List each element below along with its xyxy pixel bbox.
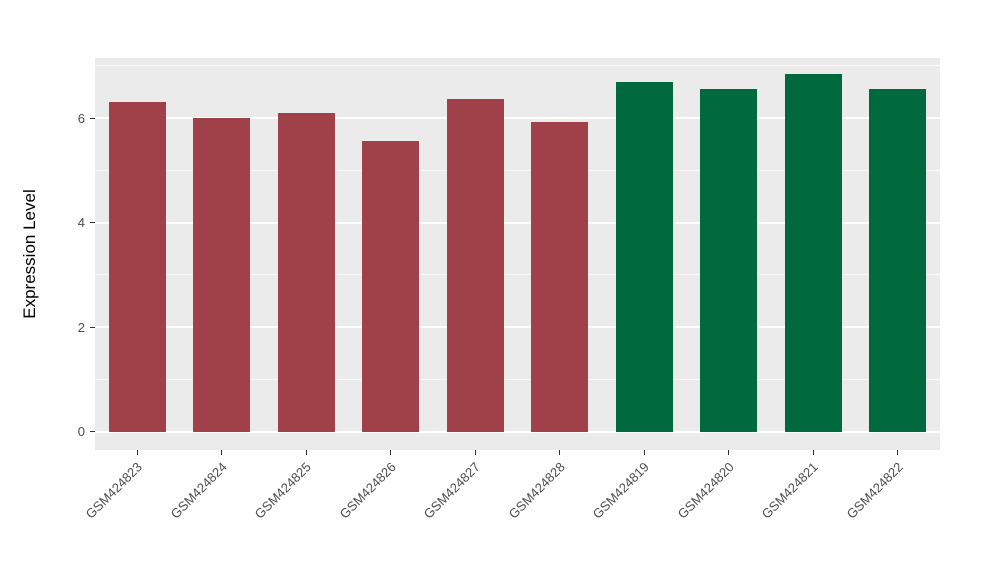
- gridline-major: [95, 430, 940, 433]
- x-tick-label: GSM424819: [589, 459, 653, 522]
- x-tick-mark: [897, 450, 899, 455]
- gridline-minor: [95, 274, 940, 276]
- bar: [531, 122, 589, 432]
- x-tick-label: GSM424826: [336, 459, 399, 522]
- bar: [277, 112, 335, 432]
- gridline-minor: [95, 65, 940, 67]
- x-tick-mark: [643, 450, 645, 455]
- y-tick-label: 4: [77, 215, 85, 231]
- x-tick-label: GSM424825: [251, 459, 315, 522]
- bar: [446, 99, 504, 432]
- gridline-major: [95, 221, 940, 224]
- x-tick-mark: [474, 450, 476, 455]
- x-tick-label: GSM424824: [167, 459, 230, 522]
- gridline-minor: [95, 169, 940, 171]
- bar: [869, 89, 927, 432]
- x-tick-mark: [221, 450, 223, 455]
- x-tick-mark: [812, 450, 814, 455]
- x-tick-mark: [305, 450, 307, 455]
- y-tick-label: 2: [77, 319, 85, 335]
- y-tick-label: 0: [77, 424, 85, 440]
- bar: [108, 102, 166, 432]
- y-tick-mark: [90, 431, 95, 433]
- x-tick-label: GSM424827: [420, 459, 484, 522]
- x-tick-mark: [559, 450, 561, 455]
- x-tick-mark: [136, 450, 138, 455]
- x-tick-label: GSM424823: [82, 459, 146, 522]
- x-tick-label: GSM424821: [758, 459, 822, 522]
- gridline-major: [95, 326, 940, 329]
- y-tick-label: 6: [77, 110, 85, 126]
- bar: [784, 74, 842, 432]
- y-axis-title: Expression Level: [20, 189, 39, 319]
- x-tick-mark: [390, 450, 392, 455]
- y-tick-mark: [90, 117, 95, 119]
- x-tick-label: GSM424820: [674, 459, 737, 522]
- x-tick-label: GSM424828: [505, 459, 568, 522]
- bar: [700, 89, 758, 432]
- gridline-minor: [95, 378, 940, 380]
- y-tick-mark: [90, 326, 95, 328]
- x-tick-mark: [728, 450, 730, 455]
- gridline-major: [95, 117, 940, 120]
- x-tick-label: GSM424822: [843, 459, 906, 522]
- y-tick-mark: [90, 222, 95, 224]
- plot-panel: [95, 58, 940, 450]
- bar: [362, 140, 420, 432]
- bar: [615, 81, 673, 432]
- bar: [193, 118, 251, 432]
